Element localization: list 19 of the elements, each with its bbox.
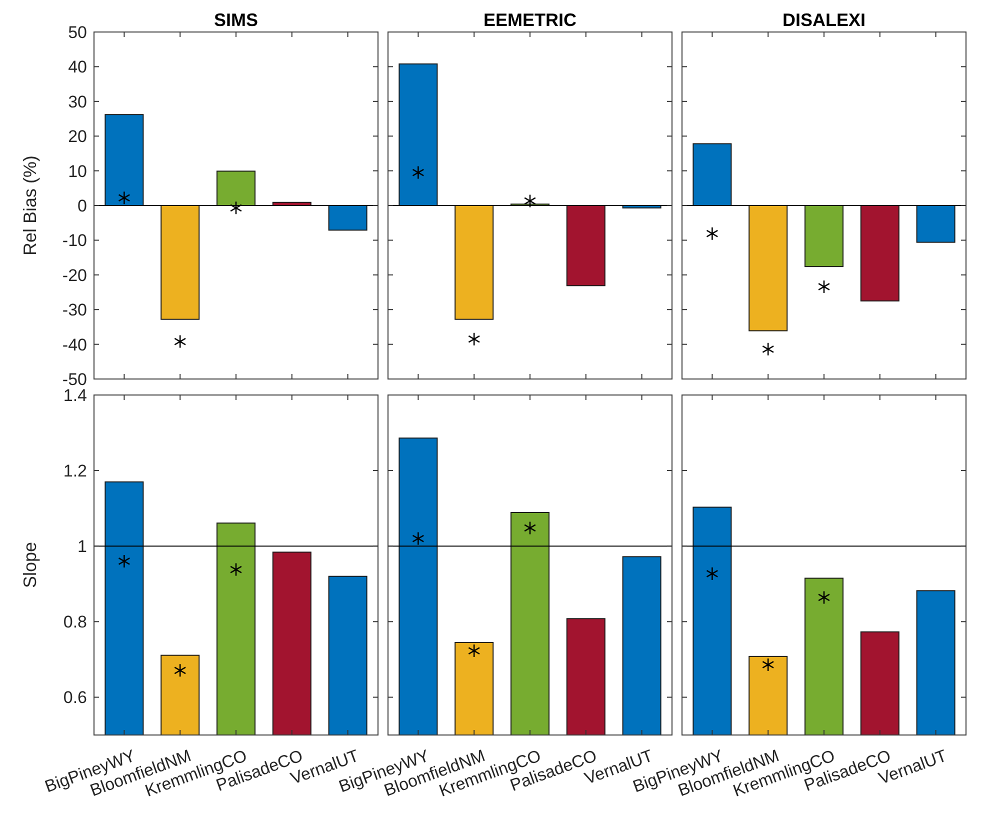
y-tick-label: 40 [68,58,87,77]
y-tick-label: -40 [62,335,87,354]
y-tick-label: -20 [62,266,87,285]
y-tick-label: 10 [68,162,87,181]
y-tick-label: -30 [62,300,87,320]
chart-title: SIMS [214,10,258,30]
y-axis-title: Rel Bias (%) [20,155,40,256]
chart-title: EEMETRIC [483,10,577,30]
y-tick-label: 0.6 [63,688,87,708]
y-tick-label: 1.2 [63,462,87,481]
y-tick-label: 30 [68,92,87,112]
y-tick-label: 50 [68,22,87,42]
y-tick-label: 20 [68,127,87,146]
y-tick-label: 0 [78,196,87,216]
y-tick-label: -10 [62,231,87,250]
y-tick-label: 1 [78,537,87,556]
y-axis-title: Slope [20,542,40,588]
y-tick-label: 0.8 [63,612,87,632]
chart-title: DISALEXI [782,10,866,30]
